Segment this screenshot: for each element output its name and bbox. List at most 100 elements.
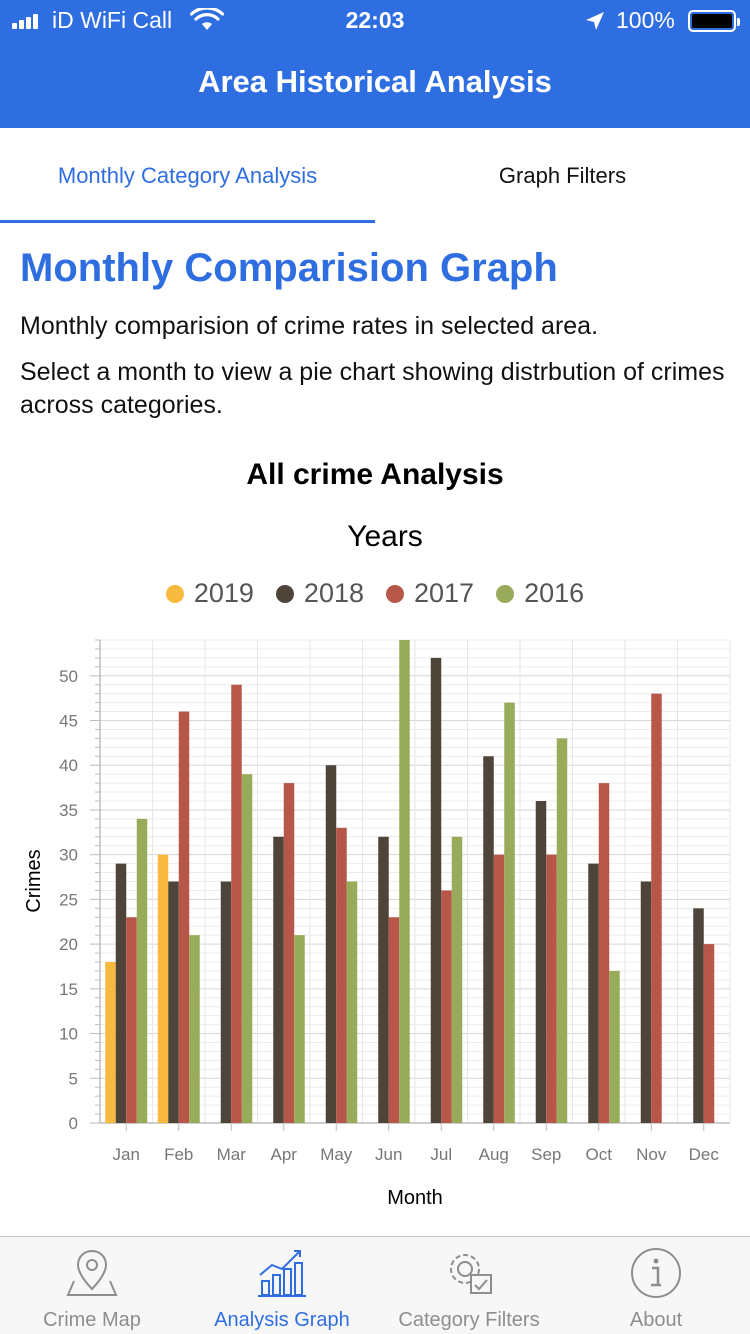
y-tick-label: 5	[69, 1069, 78, 1088]
bottom-tab-crime-map[interactable]: Crime Map	[22, 1237, 162, 1334]
location-arrow-icon	[586, 12, 604, 30]
bar-2018-jul	[430, 657, 442, 1123]
bar-2016-mar	[241, 774, 253, 1123]
legend-swatch	[496, 584, 515, 603]
x-tick-label: Oct	[586, 1145, 613, 1164]
bar-2018-apr	[273, 836, 284, 1123]
signal-icon	[12, 13, 46, 29]
y-tick-label: 10	[59, 1025, 78, 1044]
legend-label: 2018	[303, 578, 364, 608]
bottom-tab-category-filters[interactable]: Category Filters	[392, 1237, 546, 1334]
chart-plot-area[interactable]: 0 5 10 15 20 25 30 35 40 45 50 Jan Feb Mar Apr May Jun Ju…	[0, 440, 750, 1220]
tab-monthly-category-analysis[interactable]: Monthly Category Analysis	[57, 163, 318, 188]
bar-2016-oct	[609, 970, 620, 1123]
clock: 22:03	[345, 7, 405, 33]
page-title: Area Historical Analysis	[198, 64, 552, 99]
x-tick-label: Jan	[113, 1145, 140, 1164]
bar-2017-jun	[388, 917, 400, 1123]
section-heading: Monthly Comparision Graph	[20, 246, 558, 290]
bar-2017-may	[336, 827, 347, 1123]
bar-2018-sep	[535, 801, 547, 1123]
tab-bar: Monthly Category Analysis Graph Filters	[0, 128, 750, 224]
carrier-label: iD WiFi Call	[52, 7, 173, 33]
bar-2016-sep	[556, 738, 568, 1123]
x-tick-label: Jun	[375, 1145, 402, 1164]
x-tick-label: May	[320, 1145, 353, 1164]
x-axis-label: Month	[387, 1187, 443, 1209]
bottom-tab-label: About	[629, 1309, 683, 1331]
legend-item[interactable]: 2016	[496, 578, 584, 609]
legend-label: 2016	[524, 578, 585, 608]
bar-2016-may	[346, 881, 358, 1123]
x-tick-label: Nov	[636, 1145, 667, 1164]
legend-item[interactable]: 2019	[165, 578, 254, 609]
x-tick-label: Sep	[531, 1145, 561, 1164]
bar-2017-mar	[231, 684, 242, 1123]
gear-filter-icon	[450, 1254, 492, 1294]
bar-2018-may	[325, 765, 337, 1123]
bar-2018-aug	[483, 756, 494, 1123]
y-tick-label: 15	[59, 980, 78, 999]
bottom-tab-label: Crime Map	[43, 1309, 141, 1331]
x-tick-label: Jul	[430, 1145, 452, 1164]
bar-2017-jan	[126, 917, 137, 1123]
bottom-tab-label: Analysis Graph	[214, 1309, 350, 1331]
bar-2017-jul	[441, 890, 452, 1123]
legend-item[interactable]: 2018	[275, 578, 364, 609]
bar-2019-jan	[105, 962, 116, 1123]
y-tick-label: 35	[59, 801, 78, 820]
bar-2017-feb	[178, 711, 190, 1123]
bottom-tab-analysis-graph[interactable]: Analysis Graph	[205, 1237, 359, 1334]
bar-2018-nov	[640, 881, 652, 1123]
bar-2017-apr	[283, 783, 295, 1123]
x-tick-label: Mar	[217, 1145, 247, 1164]
wifi-icon	[190, 8, 224, 30]
bar-2016-jan	[136, 818, 148, 1123]
bar-2018-feb	[168, 881, 179, 1123]
bottom-tab-about[interactable]: About	[596, 1237, 716, 1334]
top-bar: iD WiFi Call 22:03 100% Area Historical …	[0, 0, 750, 128]
x-tick-label: Aug	[479, 1145, 509, 1164]
bar-2018-mar	[220, 881, 232, 1123]
bottom-tab-bar: Crime Map Analysis Graph Category Filter…	[0, 1236, 750, 1334]
y-tick-label: 0	[69, 1114, 78, 1133]
bar-2019-feb	[157, 854, 169, 1123]
y-axis-label: Crimes	[23, 849, 45, 912]
description-text: Monthly comparision of crime rates in se…	[20, 312, 599, 340]
active-tab-indicator	[0, 220, 375, 223]
legend-title: Years	[347, 520, 423, 553]
bar-2017-oct	[598, 783, 610, 1123]
x-tick-label: Dec	[689, 1145, 720, 1164]
bar-2017-sep	[546, 854, 557, 1123]
bar-2018-jun	[378, 836, 389, 1123]
legend-label: 2019	[193, 578, 254, 608]
bar-2016-feb	[189, 935, 200, 1123]
bar-2018-dec	[693, 908, 704, 1123]
tab-graph-filters[interactable]: Graph Filters	[498, 163, 627, 188]
y-tick-label: 40	[59, 756, 78, 775]
bar-2016-jul	[451, 836, 463, 1123]
chart-legend: 2019 2018 2017 2016	[0, 578, 750, 609]
bottom-tab-label: Category Filters	[398, 1309, 540, 1331]
instruction-text: Select a month to view a pie chart showi…	[20, 358, 725, 419]
bar-2017-dec	[703, 944, 715, 1123]
y-tick-label: 25	[59, 890, 78, 909]
chart-title: All crime Analysis	[246, 458, 504, 491]
bar-2017-aug	[493, 854, 505, 1123]
legend-item[interactable]: 2017	[386, 578, 474, 609]
bar-2017-nov	[651, 693, 662, 1123]
battery-icon	[688, 10, 740, 32]
map-pin-icon	[66, 1249, 118, 1296]
analysis-graph-icon	[258, 1250, 306, 1297]
legend-label: 2017	[414, 578, 475, 608]
x-tick-label: Feb	[164, 1145, 193, 1164]
bar-2016-aug	[504, 702, 515, 1123]
y-tick-label: 50	[59, 667, 78, 686]
battery-percent: 100%	[616, 7, 675, 33]
crime-bar-chart[interactable]: All crime Analysis Years 2019 2018 2017 201…	[0, 440, 750, 1220]
info-icon	[631, 1248, 681, 1298]
bar-2016-jun	[399, 640, 410, 1123]
legend-swatch	[165, 584, 184, 603]
legend-swatch	[386, 584, 404, 603]
bar-2018-oct	[588, 863, 599, 1123]
